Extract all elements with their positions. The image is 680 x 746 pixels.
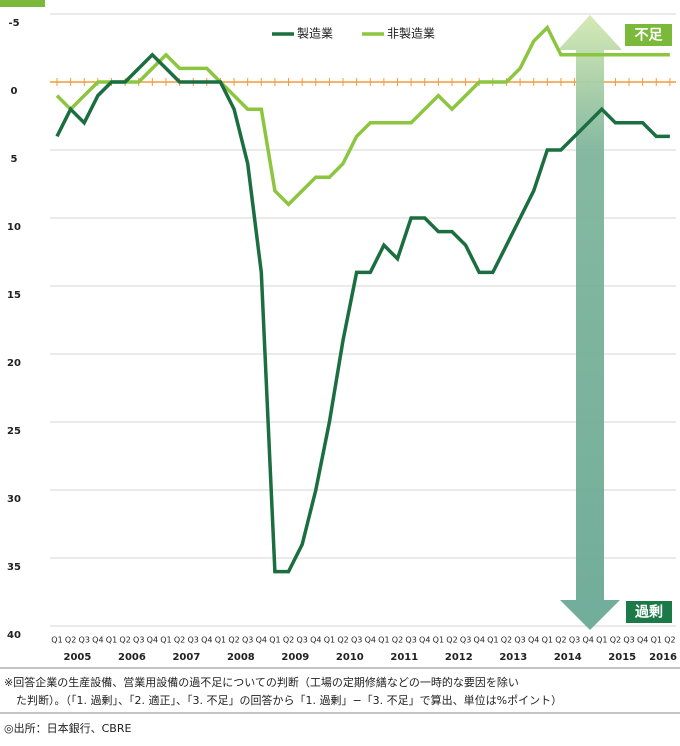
x-tick-label: Q1 xyxy=(651,636,662,645)
x-tick-label: Q2 xyxy=(228,636,239,645)
source: ◎出所：日本銀行、CBRE xyxy=(4,721,131,735)
x-tick-label: Q2 xyxy=(337,636,348,645)
x-tick-label: Q3 xyxy=(296,636,307,645)
x-tick-label: Q2 xyxy=(501,636,512,645)
y-tick-label: -5 xyxy=(8,18,19,29)
x-tick-label: Q2 xyxy=(174,636,185,645)
series-line xyxy=(55,52,670,574)
x-tick-label: Q1 xyxy=(433,636,444,645)
x-tick-label: Q4 xyxy=(92,636,103,645)
x-tick-label: Q4 xyxy=(365,636,376,645)
legend-label: 製造業 xyxy=(297,27,333,41)
x-tick-label: Q2 xyxy=(392,636,403,645)
year-label: 2008 xyxy=(227,652,255,663)
x-tick-label: Q1 xyxy=(596,636,607,645)
x-tick-label: Q1 xyxy=(215,636,226,645)
x-tick-label: Q2 xyxy=(446,636,457,645)
x-tick-label: Q1 xyxy=(378,636,389,645)
year-label: 2006 xyxy=(118,652,146,663)
x-tick-label: Q4 xyxy=(474,636,485,645)
x-tick-label: Q3 xyxy=(242,636,253,645)
excess-box xyxy=(626,601,672,623)
note: た判断）。（「1. 過剰」、「2. 適正」、「3. 不足」の回答から「1. 過剰… xyxy=(16,693,562,707)
y-tick-label: 15 xyxy=(7,290,21,301)
x-tick-label: Q3 xyxy=(623,636,634,645)
year-label: 2013 xyxy=(499,652,527,663)
x-tick-label: Q3 xyxy=(514,636,525,645)
x-tick-label: Q4 xyxy=(528,636,539,645)
y-tick-label: 0 xyxy=(11,86,18,97)
x-tick-label: Q4 xyxy=(637,636,648,645)
x-tick-label: Q4 xyxy=(310,636,321,645)
year-label: 2011 xyxy=(390,652,418,663)
header-tab xyxy=(0,0,45,7)
x-tick-label: Q1 xyxy=(487,636,498,645)
year-label: 2015 xyxy=(608,652,636,663)
year-label: 2014 xyxy=(554,652,582,663)
x-tick-label: Q2 xyxy=(610,636,621,645)
x-tick-label: Q3 xyxy=(133,636,144,645)
excess-label: 過剰 xyxy=(634,604,663,621)
x-tick-label: Q1 xyxy=(106,636,117,645)
y-tick-label: 35 xyxy=(7,562,21,573)
note: ※回答企業の生産設備、営業用設備の過不足についての判断（工場の定期修繕などの一時… xyxy=(4,675,519,689)
year-label: 2007 xyxy=(172,652,200,663)
y-tick-label: 10 xyxy=(7,222,21,233)
year-label: 2005 xyxy=(64,652,92,663)
y-tick-label: 25 xyxy=(7,426,21,437)
x-tick-label: Q2 xyxy=(555,636,566,645)
y-tick-label: 40 xyxy=(7,630,21,641)
x-tick-label: Q1 xyxy=(51,636,62,645)
x-tick-label: Q4 xyxy=(582,636,593,645)
year-label: 2016 xyxy=(649,652,677,663)
x-tick-label: Q4 xyxy=(256,636,267,645)
x-tick-label: Q4 xyxy=(147,636,158,645)
shortage-label: 不足 xyxy=(635,28,664,44)
x-tick-label: Q4 xyxy=(201,636,212,645)
y-tick-label: 5 xyxy=(11,154,18,165)
shortage-box xyxy=(625,24,672,46)
x-tick-label: Q2 xyxy=(119,636,130,645)
x-tick-label: Q1 xyxy=(324,636,335,645)
x-tick-label: Q2 xyxy=(283,636,294,645)
y-tick-label: 20 xyxy=(7,358,21,369)
legend-label: 非製造業 xyxy=(387,27,435,41)
x-tick-label: Q3 xyxy=(188,636,199,645)
x-tick-label: Q1 xyxy=(160,636,171,645)
x-tick-label: Q3 xyxy=(569,636,580,645)
x-tick-label: Q3 xyxy=(351,636,362,645)
x-tick-label: Q3 xyxy=(405,636,416,645)
year-label: 2010 xyxy=(336,652,364,663)
x-tick-label: Q4 xyxy=(419,636,430,645)
x-tick-label: Q1 xyxy=(542,636,553,645)
y-tick-label: 30 xyxy=(7,494,21,505)
year-label: 2009 xyxy=(281,652,309,663)
arrow xyxy=(558,15,622,630)
year-label: 2012 xyxy=(445,652,473,663)
x-tick-label: Q3 xyxy=(460,636,471,645)
x-tick-label: Q2 xyxy=(664,636,675,645)
x-tick-label: Q1 xyxy=(269,636,280,645)
x-tick-label: Q2 xyxy=(65,636,76,645)
x-tick-label: Q3 xyxy=(79,636,90,645)
